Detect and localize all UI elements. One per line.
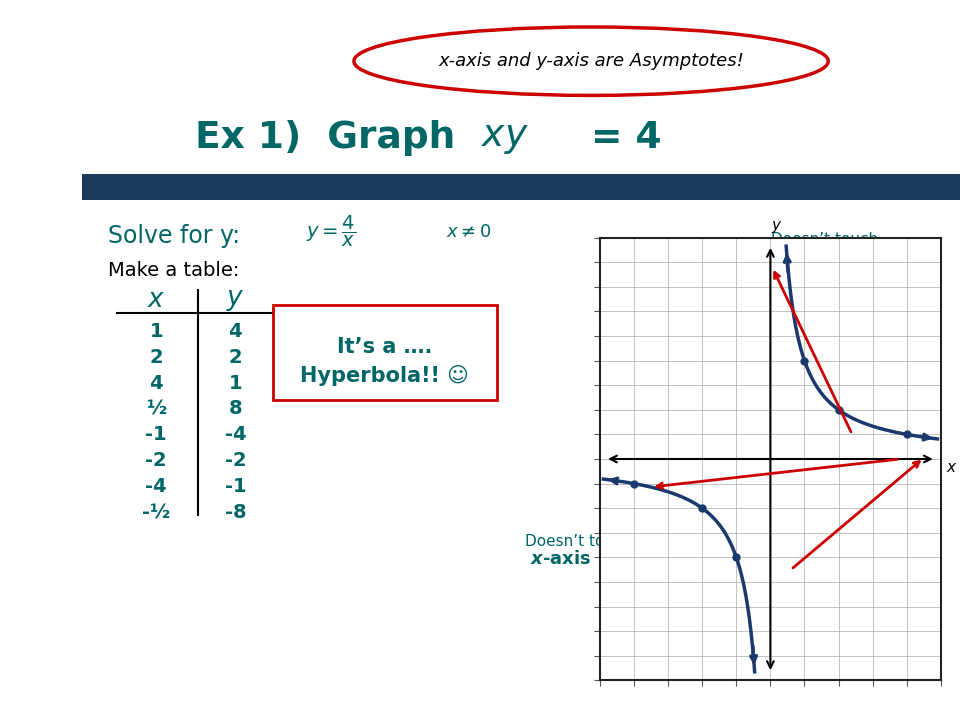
Text: = 4: = 4	[578, 120, 661, 156]
FancyBboxPatch shape	[82, 174, 960, 200]
Text: $\bfit{x}$-axis: $\bfit{x}$-axis	[530, 550, 591, 567]
Text: -1: -1	[146, 426, 167, 444]
Text: Hyperbola!! ☺: Hyperbola!! ☺	[300, 365, 469, 387]
Text: Make a table:: Make a table:	[108, 261, 239, 280]
Text: $y$: $y$	[771, 219, 782, 235]
Text: 2: 2	[228, 348, 242, 366]
Text: 8: 8	[228, 400, 242, 418]
Text: 1: 1	[150, 322, 163, 341]
Text: -½: -½	[142, 503, 170, 522]
Text: $xy$: $xy$	[481, 120, 529, 156]
Text: ½: ½	[146, 400, 166, 418]
Text: -8: -8	[225, 503, 246, 522]
Text: $y = \dfrac{4}{x}$: $y = \dfrac{4}{x}$	[305, 215, 356, 249]
Text: -4: -4	[225, 426, 246, 444]
Text: x-axis and y-axis are Asymptotes!: x-axis and y-axis are Asymptotes!	[438, 52, 744, 70]
Text: $y$: $y$	[226, 287, 245, 312]
Text: 1: 1	[228, 374, 242, 392]
Text: Doesn’t touch: Doesn’t touch	[525, 534, 633, 549]
Text: $x$: $x$	[147, 287, 165, 312]
Text: $x$: $x$	[946, 460, 957, 475]
Text: It’s a ….: It’s a ….	[337, 337, 432, 357]
Text: 4: 4	[228, 322, 242, 341]
Text: $x \neq 0$: $x \neq 0$	[446, 222, 492, 240]
Text: -2: -2	[146, 451, 167, 470]
Text: Ex 1)  Graph: Ex 1) Graph	[195, 120, 481, 156]
Text: -4: -4	[146, 477, 167, 496]
Text: $\bfit{y}$-axis: $\bfit{y}$-axis	[779, 245, 839, 266]
Text: 2: 2	[150, 348, 163, 366]
Text: Solve for y:: Solve for y:	[108, 224, 240, 248]
Text: Doesn’t touch: Doesn’t touch	[771, 232, 878, 246]
FancyBboxPatch shape	[273, 305, 497, 400]
Text: -1: -1	[225, 477, 246, 496]
Text: -2: -2	[225, 451, 246, 470]
Text: 4: 4	[150, 374, 163, 392]
